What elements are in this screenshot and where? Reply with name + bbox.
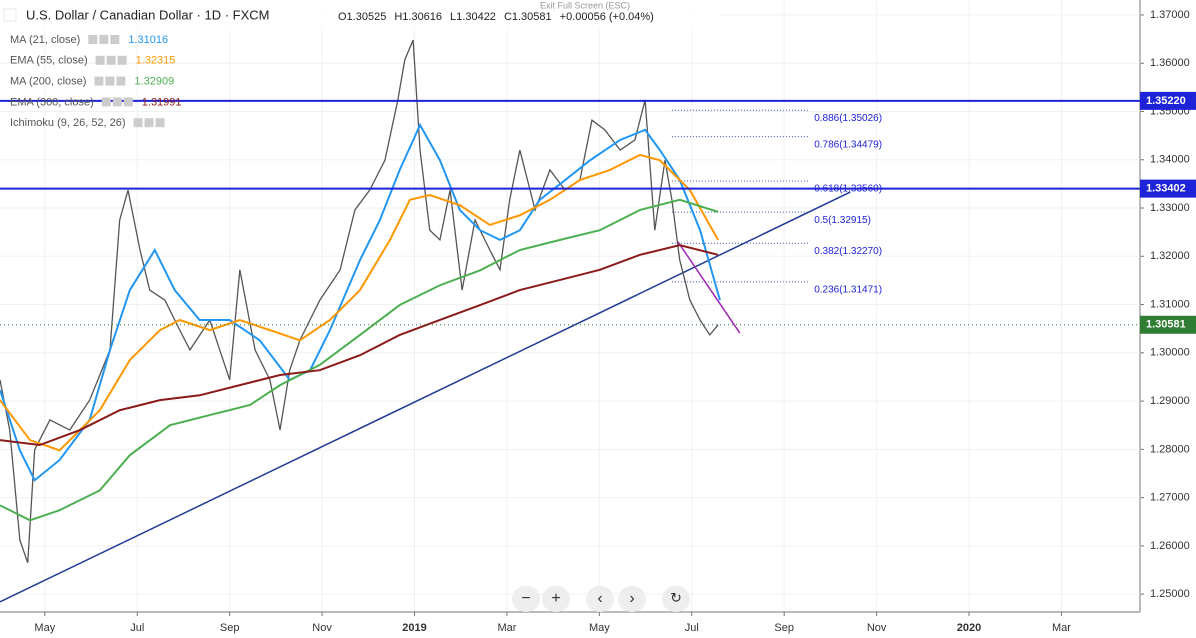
ohlc-value: L1.30422	[450, 11, 496, 23]
indicator-button[interactable]	[117, 55, 127, 65]
x-tick-label: 2019	[402, 622, 426, 634]
indicator-button[interactable]	[155, 118, 165, 128]
y-tick-label: 1.36000	[1150, 57, 1190, 69]
fib-label: 0.786(1.34479)	[814, 139, 882, 150]
y-tick-label: 1.34000	[1150, 154, 1190, 166]
scroll-left-icon: ‹	[597, 590, 602, 607]
price-tag	[1140, 91, 1196, 110]
indicator-button[interactable]	[94, 76, 104, 86]
zoom-out-icon: −	[521, 590, 530, 607]
indicator-button[interactable]	[116, 76, 126, 86]
indicator-button[interactable]	[101, 97, 111, 107]
y-tick-label: 1.26000	[1150, 540, 1190, 552]
last-price-label: 1.30581	[1146, 319, 1186, 331]
indicator-button[interactable]	[88, 35, 98, 44]
price-tag	[1140, 179, 1196, 198]
indicator-button[interactable]	[110, 35, 120, 44]
ohlc-value: H1.30616	[394, 11, 442, 23]
indicator-button[interactable]	[123, 97, 133, 107]
indicator-value: 1.31016	[128, 34, 168, 46]
x-tick-label: Jul	[130, 622, 144, 634]
indicator-name: MA (200, close)	[10, 76, 86, 88]
y-tick-label: 1.33000	[1150, 202, 1190, 214]
indicator-button[interactable]	[112, 97, 122, 107]
y-tick-label: 1.27000	[1150, 492, 1190, 504]
indicator-name: EMA (300, close)	[10, 96, 94, 108]
indicator-name: EMA (55, close)	[10, 55, 88, 67]
x-tick-label: Sep	[774, 622, 794, 634]
indicator-button[interactable]	[99, 35, 109, 44]
x-tick-label: Mar	[497, 622, 516, 634]
zoom-out[interactable]	[512, 586, 540, 612]
x-tick-label: Mar	[1052, 622, 1071, 634]
reset-icon: ↻	[670, 590, 682, 606]
fib-label: 0.5(1.32915)	[814, 215, 871, 226]
x-tick-label: Nov	[867, 622, 887, 634]
nav-buttons: − + ‹ › ↻	[512, 586, 690, 612]
y-tick-label: 1.31000	[1150, 298, 1190, 310]
indicator-button[interactable]	[95, 55, 105, 65]
header-bg	[0, 0, 720, 30]
indicator-name: Ichimoku (9, 26, 52, 26)	[10, 117, 126, 129]
indicator-name: MA (21, close)	[10, 34, 80, 46]
symbol-title: U.S. Dollar / Canadian Dollar · 1D · FXC…	[26, 7, 269, 22]
ohlc-value: +0.00056 (+0.04%)	[560, 11, 654, 23]
ohlc-value: O1.30525	[338, 11, 386, 23]
moving-average	[0, 198, 719, 522]
trend-line	[677, 241, 741, 334]
indicator-button[interactable]	[144, 118, 154, 128]
indicator-button[interactable]	[133, 118, 143, 128]
y-tick-label: 1.28000	[1150, 443, 1190, 455]
moving-average	[0, 153, 719, 452]
x-tick-label: Nov	[312, 622, 332, 634]
indicator-button[interactable]	[105, 76, 115, 86]
indicator-value: 1.32315	[136, 55, 176, 67]
x-tick-label: May	[34, 622, 55, 634]
price-tag-label: 1.33402	[1146, 183, 1186, 195]
fib-label: 0.382(1.32270)	[814, 246, 882, 257]
y-tick-label: 1.32000	[1150, 250, 1190, 262]
scroll-right[interactable]	[618, 586, 646, 612]
indicator-value: 1.32909	[134, 76, 174, 88]
indicator-button[interactable]	[106, 55, 116, 65]
scroll-right-icon: ›	[629, 590, 634, 607]
x-tick-label: 2020	[957, 622, 981, 634]
indicator-value: 1.31991	[142, 96, 182, 108]
exit-fullscreen: Exit Full Screen (ESC)	[540, 0, 630, 10]
moving-average	[0, 122, 721, 482]
moving-average	[0, 244, 719, 447]
reset[interactable]	[662, 586, 690, 612]
fib-label: 0.886(1.35026)	[814, 113, 882, 124]
scroll-left[interactable]	[586, 586, 614, 612]
zoom-in[interactable]	[542, 586, 570, 612]
ohlc-value: C1.30581	[504, 11, 552, 23]
zoom-in-icon: +	[551, 590, 560, 607]
price-tag-label: 1.35220	[1146, 95, 1186, 107]
y-tick-label: 1.37000	[1150, 9, 1190, 21]
y-tick-label: 1.29000	[1150, 395, 1190, 407]
last-price-tag	[1140, 315, 1196, 334]
x-tick-label: May	[589, 622, 610, 634]
x-tick-label: Jul	[685, 622, 699, 634]
fib-label: 0.236(1.31471)	[814, 284, 882, 295]
y-tick-label: 1.30000	[1150, 347, 1190, 359]
y-tick-label: 1.25000	[1150, 588, 1190, 600]
x-tick-label: Sep	[220, 622, 240, 634]
